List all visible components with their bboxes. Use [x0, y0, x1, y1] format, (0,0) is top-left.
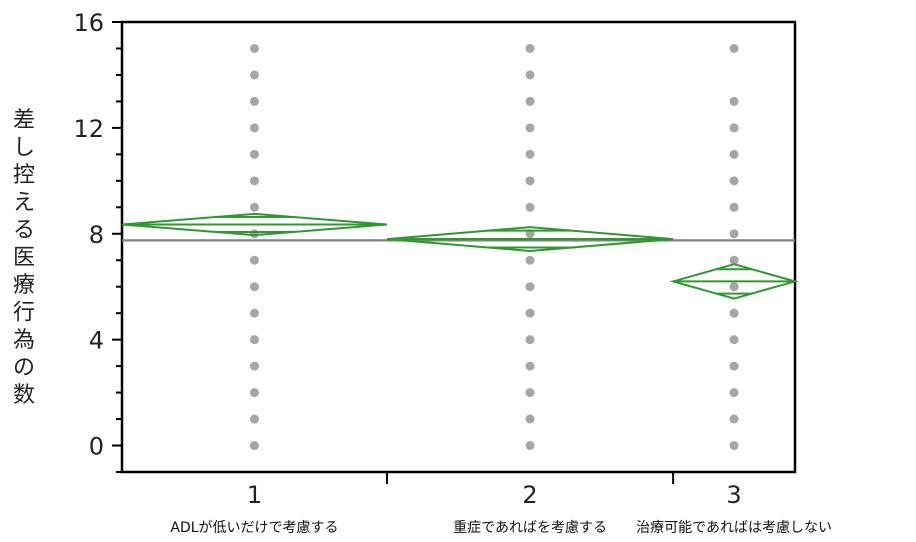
data-point: [525, 441, 535, 451]
data-point: [525, 388, 535, 398]
x-axis: 1 ADLが低いだけで考慮する 2 重症であればを考慮する 3 治療可能であればは考慮しな…: [170, 472, 832, 536]
data-point: [249, 282, 259, 292]
y-tick-label: 8: [89, 221, 104, 249]
data-point: [525, 335, 535, 345]
data-point: [249, 176, 259, 186]
data-point: [525, 43, 535, 53]
data-point: [525, 96, 535, 106]
data-point: [525, 176, 535, 186]
data-point: [525, 202, 535, 212]
data-point: [249, 123, 259, 133]
data-point: [249, 149, 259, 159]
x-tick-label: 2: [522, 481, 537, 509]
plot-frame: [120, 20, 797, 474]
y-label-char: 為: [13, 328, 35, 353]
y-label-char: の: [13, 356, 35, 381]
data-point: [729, 202, 739, 212]
data-point: [249, 96, 259, 106]
y-axis: 0 4 8 12 16: [73, 9, 122, 473]
data-point: [729, 149, 739, 159]
data-point: [249, 229, 259, 239]
data-point: [729, 255, 739, 265]
data-point: [729, 229, 739, 239]
data-point: [729, 441, 739, 451]
data-point: [729, 361, 739, 371]
data-point: [525, 308, 535, 318]
data-point: [729, 308, 739, 318]
data-point: [729, 414, 739, 424]
data-point: [525, 414, 535, 424]
y-tick-label: 16: [73, 9, 104, 37]
data-point: [249, 388, 259, 398]
data-point: [525, 70, 535, 80]
y-label-char: 療: [13, 273, 35, 298]
y-label-char: え: [13, 191, 35, 216]
data-point: [249, 43, 259, 53]
data-point: [729, 43, 739, 53]
data-point: [249, 414, 259, 424]
y-label-char: る: [13, 218, 35, 243]
data-point: [729, 96, 739, 106]
data-point: [729, 176, 739, 186]
data-point: [249, 255, 259, 265]
data-point: [525, 123, 535, 133]
data-point: [525, 255, 535, 265]
x-category-label: ADLが低いだけで考慮する: [170, 520, 338, 536]
y-label-char: 行: [13, 301, 35, 326]
data-point: [249, 308, 259, 318]
y-label-char: 差: [13, 108, 35, 133]
data-point: [525, 149, 535, 159]
data-point: [729, 282, 739, 292]
y-label-char: 控: [13, 163, 35, 188]
data-point: [249, 361, 259, 371]
x-category-label: 治療可能であればは考慮しない: [636, 519, 832, 536]
data-point: [249, 441, 259, 451]
data-point: [729, 335, 739, 345]
data-point: [249, 335, 259, 345]
data-point: [729, 388, 739, 398]
y-label-char: 医: [13, 246, 35, 271]
data-point: [249, 70, 259, 80]
y-label-char: 数: [13, 383, 35, 408]
x-category-label: 重症であればを考慮する: [453, 520, 607, 536]
y-tick-label: 0: [89, 433, 104, 461]
y-label-char: し: [13, 136, 35, 161]
mean-diamond: [121, 212, 388, 237]
data-point: [525, 282, 535, 292]
y-tick-label: 4: [89, 327, 104, 355]
data-point: [249, 202, 259, 212]
y-tick-label: 12: [73, 115, 104, 143]
x-tick-label: 3: [726, 481, 741, 509]
data-point: [729, 123, 739, 133]
data-point: [525, 361, 535, 371]
plot-border: [120, 20, 797, 474]
data-points: [249, 43, 739, 451]
means-diamonds: [121, 212, 799, 300]
x-tick-label: 1: [247, 481, 262, 509]
